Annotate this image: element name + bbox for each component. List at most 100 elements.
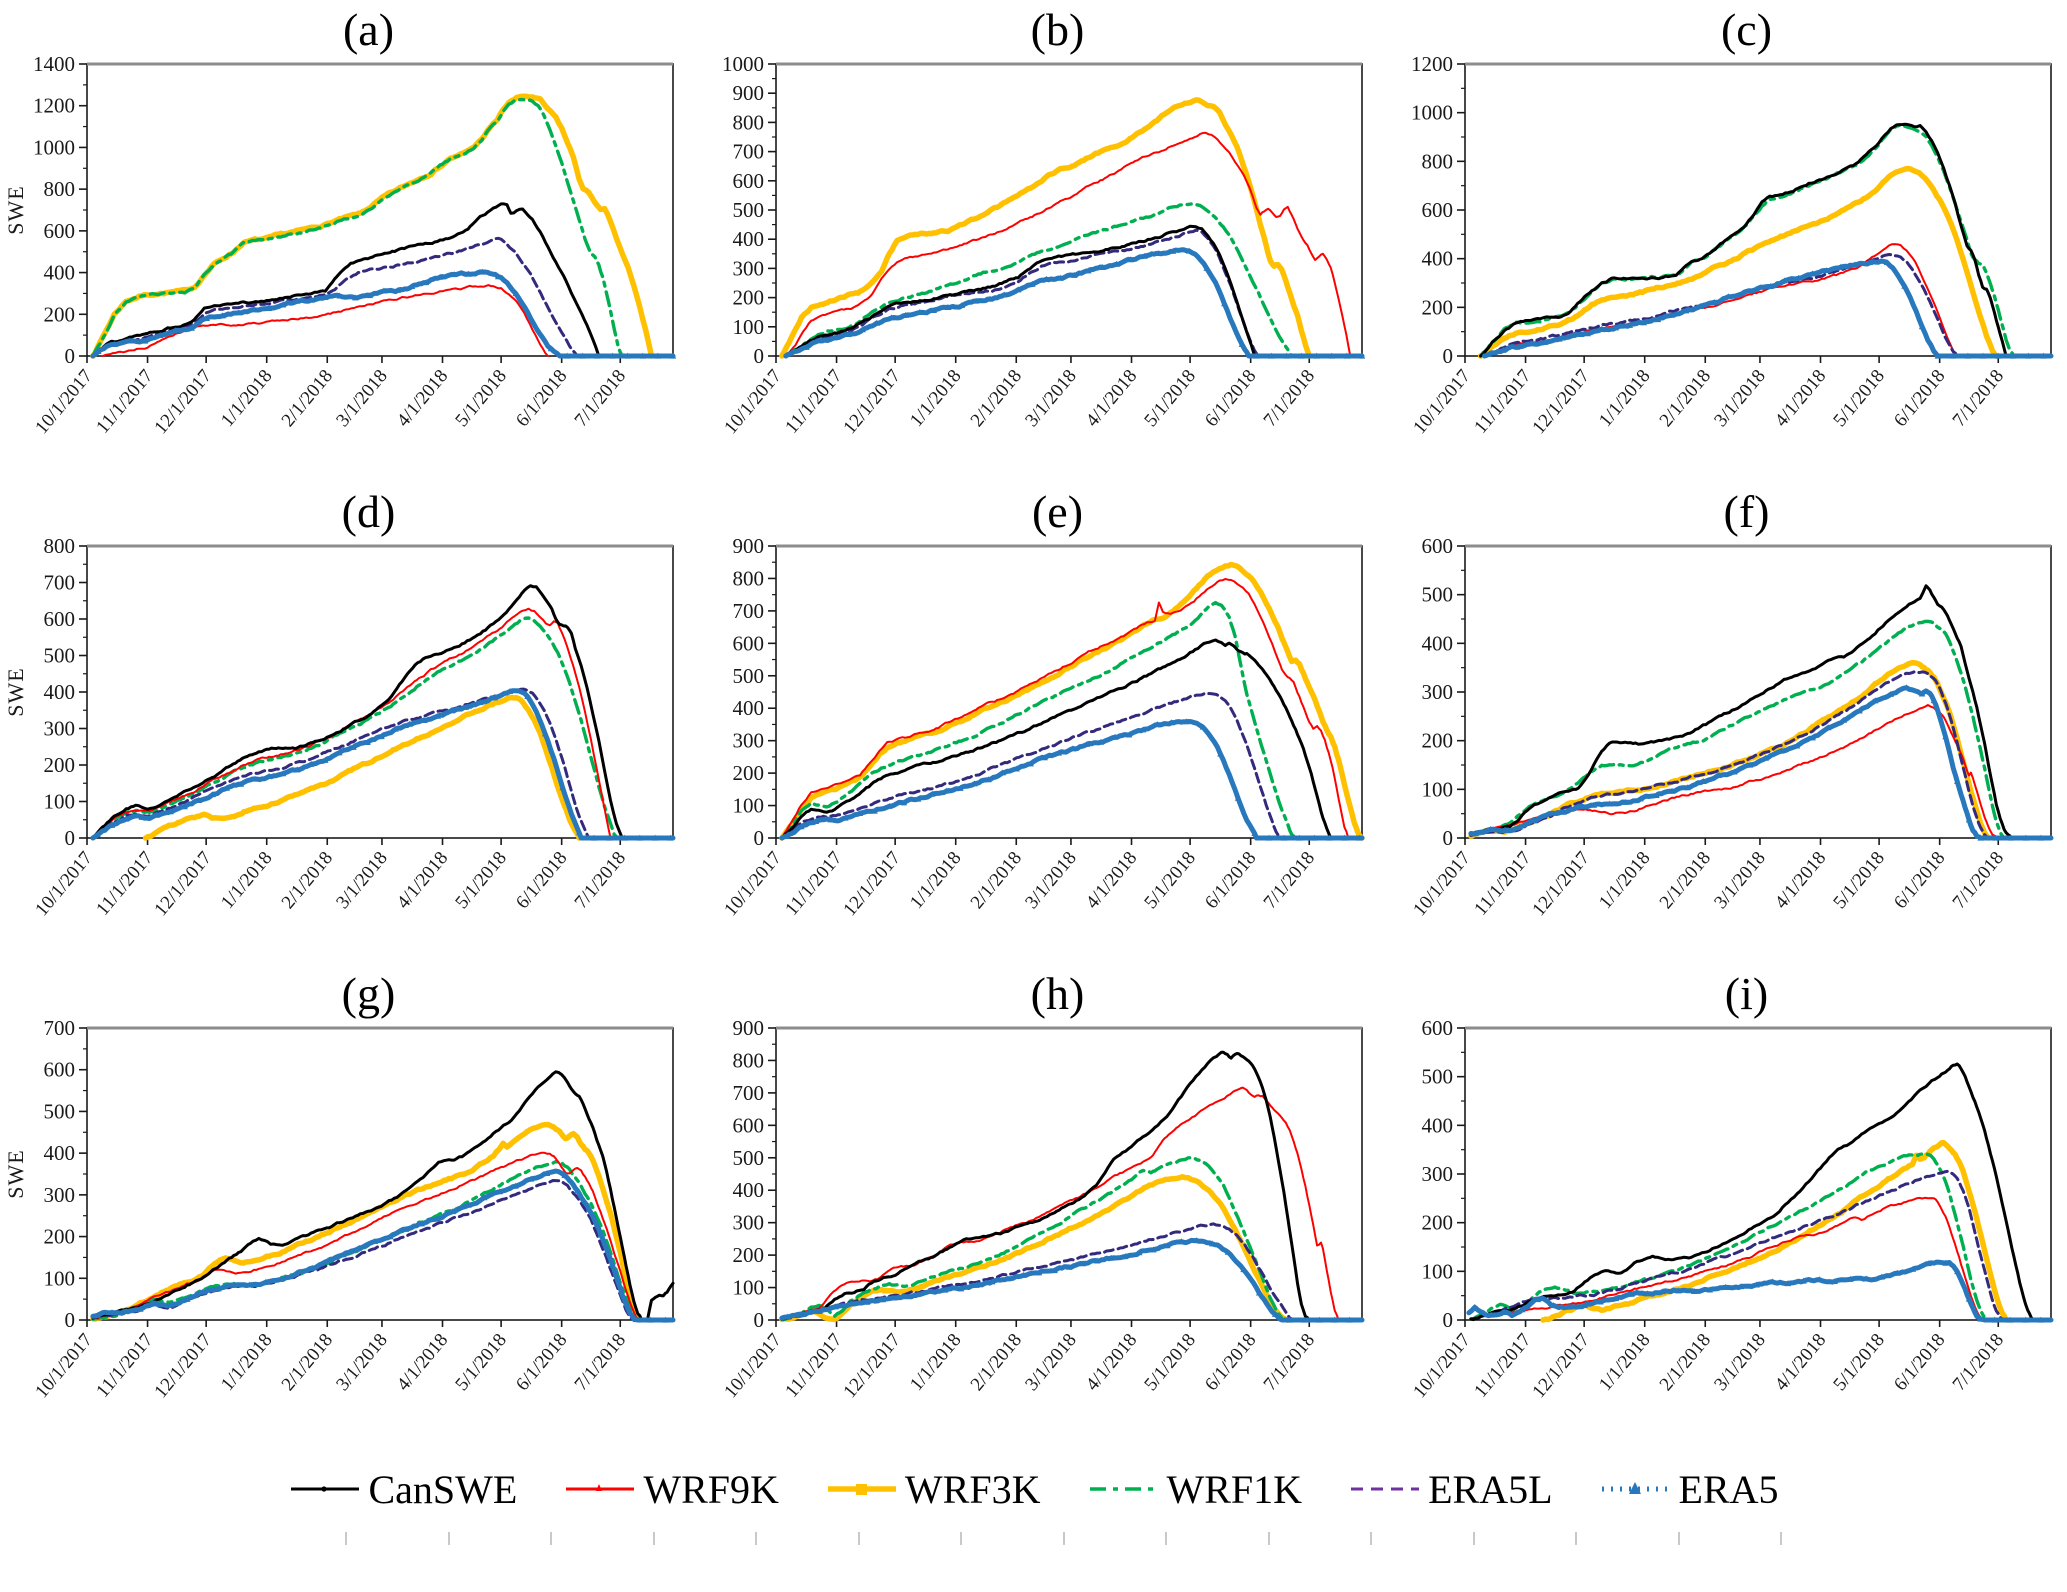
svg-text:600: 600 (43, 1058, 75, 1082)
svg-text:1/1/2018: 1/1/2018 (217, 848, 277, 913)
svg-text:100: 100 (732, 1276, 764, 1300)
ruler-tick (1062, 1532, 1065, 1545)
svg-text:1/1/2018: 1/1/2018 (906, 848, 966, 913)
panel-d-title: (d) (341, 486, 396, 537)
legend-swatch-ERA5L (1351, 1487, 1420, 1491)
svg-text:300: 300 (732, 729, 764, 753)
svg-text:600: 600 (732, 1113, 764, 1137)
svg-text:300: 300 (732, 256, 764, 280)
svg-text:300: 300 (43, 1183, 75, 1207)
svg-text:100: 100 (732, 794, 764, 818)
panel-h-title: (h) (1030, 968, 1085, 1019)
svg-text:100: 100 (43, 1266, 75, 1290)
svg-text:600: 600 (43, 219, 75, 243)
svg-text:700: 700 (43, 571, 75, 595)
svg-text:11/1/2017: 11/1/2017 (781, 366, 846, 438)
panel-a-title: (a) (342, 4, 395, 55)
chart-e: 0 100 200 300 400 500 600 700 800 900 10/1/201711/… (720, 538, 1365, 920)
panel-h: (h) 0 100 200 300 400 500 600 700 800 900 10/1/201… (689, 968, 1378, 1450)
svg-text:6/1/2018: 6/1/2018 (1889, 366, 1949, 431)
svg-text:11/1/2017: 11/1/2017 (781, 1330, 846, 1402)
svg-text:12/1/2017: 12/1/2017 (1528, 1330, 1594, 1403)
svg-text:7/1/2018: 7/1/2018 (570, 1330, 630, 1395)
svg-text:500: 500 (732, 1146, 764, 1170)
svg-text:10/1/2017: 10/1/2017 (31, 848, 97, 921)
svg-text:400: 400 (43, 680, 75, 704)
svg-text:2/1/2018: 2/1/2018 (277, 1330, 337, 1395)
svg-text:3/1/2018: 3/1/2018 (1021, 1330, 1081, 1395)
svg-text:700: 700 (732, 599, 764, 623)
svg-text:600: 600 (732, 631, 764, 655)
svg-text:6/1/2018: 6/1/2018 (1889, 848, 1949, 913)
chart-c: 02004006008001000120010/1/201711/1/20171… (1409, 56, 2053, 439)
bottom-ruler (0, 1528, 2067, 1550)
svg-text:5/1/2018: 5/1/2018 (451, 1330, 511, 1395)
svg-text:4/1/2018: 4/1/2018 (1081, 1330, 1141, 1395)
svg-text:SWE: SWE (7, 667, 28, 716)
legend-label-ERA5: ERA5 (1678, 1466, 1779, 1512)
svg-text:200: 200 (1421, 295, 1453, 319)
ruler-tick (1677, 1532, 1680, 1545)
chart-a: 0 200 400 600 800 1000 1200 1400 10/1/201711/1/2… (7, 56, 676, 439)
legend-item-WRF9K: WRF9K (563, 1466, 779, 1513)
svg-text:100: 100 (43, 790, 75, 814)
svg-text:500: 500 (1421, 583, 1453, 607)
legend: CanSWE WRF9K WRF3K WRF1K ERA5L ERA5 (0, 1460, 2067, 1518)
svg-text:400: 400 (43, 1141, 75, 1165)
svg-text:2/1/2018: 2/1/2018 (1655, 366, 1715, 431)
legend-label-WRF3K: WRF3K (904, 1466, 1041, 1512)
svg-text:7/1/2018: 7/1/2018 (1259, 1330, 1319, 1395)
ruler-tick (755, 1532, 757, 1545)
svg-text:SWE: SWE (7, 1149, 28, 1198)
svg-text:4/1/2018: 4/1/2018 (1081, 848, 1141, 913)
svg-text:10/1/2017: 10/1/2017 (720, 366, 786, 439)
svg-text:600: 600 (1421, 1020, 1453, 1040)
svg-text:11/1/2017: 11/1/2017 (92, 1330, 157, 1402)
svg-text:11/1/2017: 11/1/2017 (1470, 366, 1535, 438)
svg-text:3/1/2018: 3/1/2018 (1710, 366, 1770, 431)
svg-text:4/1/2018: 4/1/2018 (392, 848, 452, 913)
ruler-tick (1780, 1532, 1782, 1545)
svg-text:11/1/2017: 11/1/2017 (92, 848, 157, 920)
svg-text:200: 200 (1421, 1211, 1453, 1235)
svg-text:7/1/2018: 7/1/2018 (1948, 848, 2008, 913)
ruler-tick (345, 1532, 347, 1545)
svg-text:200: 200 (43, 1225, 75, 1249)
svg-text:2/1/2018: 2/1/2018 (277, 848, 337, 913)
svg-text:0: 0 (753, 344, 764, 368)
svg-text:12/1/2017: 12/1/2017 (150, 1330, 216, 1403)
svg-text:200: 200 (732, 286, 764, 310)
svg-text:800: 800 (732, 110, 764, 134)
svg-text:300: 300 (43, 717, 75, 741)
svg-text:1/1/2018: 1/1/2018 (906, 1330, 966, 1395)
svg-text:600: 600 (1421, 538, 1453, 558)
svg-text:600: 600 (732, 169, 764, 193)
svg-text:500: 500 (1421, 1065, 1453, 1089)
svg-text:1000: 1000 (722, 56, 764, 76)
panel-e: (e) 0 100 200 300 400 500 600 700 800 900 10/1/201… (689, 486, 1378, 968)
svg-text:10/1/2017: 10/1/2017 (31, 366, 97, 439)
svg-text:12/1/2017: 12/1/2017 (150, 848, 216, 921)
svg-text:800: 800 (43, 538, 75, 558)
svg-text:700: 700 (732, 140, 764, 164)
legend-item-ERA5: ERA5 (1599, 1466, 1779, 1513)
svg-text:7/1/2018: 7/1/2018 (1259, 848, 1319, 913)
svg-text:300: 300 (1421, 680, 1453, 704)
svg-text:10/1/2017: 10/1/2017 (1409, 366, 1475, 439)
panel-g-title: (g) (341, 968, 396, 1019)
svg-text:7/1/2018: 7/1/2018 (1948, 1330, 2008, 1395)
panel-f: (f) 0 100 200 300 400 500 600 10/1/2017 11/1/201… (1378, 486, 2067, 968)
svg-text:0: 0 (1442, 344, 1453, 368)
svg-text:7/1/2018: 7/1/2018 (1948, 366, 2008, 431)
panel-f-title: (f) (1723, 486, 1770, 537)
panel-a: (a) 0 200 400 600 800 1000 1200 1400 10/1/2017 11… (0, 4, 689, 486)
svg-text:12/1/2017: 12/1/2017 (150, 366, 216, 439)
svg-text:12/1/2017: 12/1/2017 (1528, 848, 1594, 921)
chart-i: 0 100 200 300 400 500 600 10/1/201711/1/201712/… (1409, 1020, 2053, 1403)
svg-text:4/1/2018: 4/1/2018 (392, 1330, 452, 1395)
svg-text:6/1/2018: 6/1/2018 (1889, 1330, 1949, 1395)
svg-text:100: 100 (1421, 1259, 1453, 1283)
svg-text:0: 0 (64, 344, 75, 368)
panel-d: (d) 0 100 200 300 400 500 600 700 800 10/1/2017 11… (0, 486, 689, 968)
svg-text:900: 900 (732, 538, 764, 558)
